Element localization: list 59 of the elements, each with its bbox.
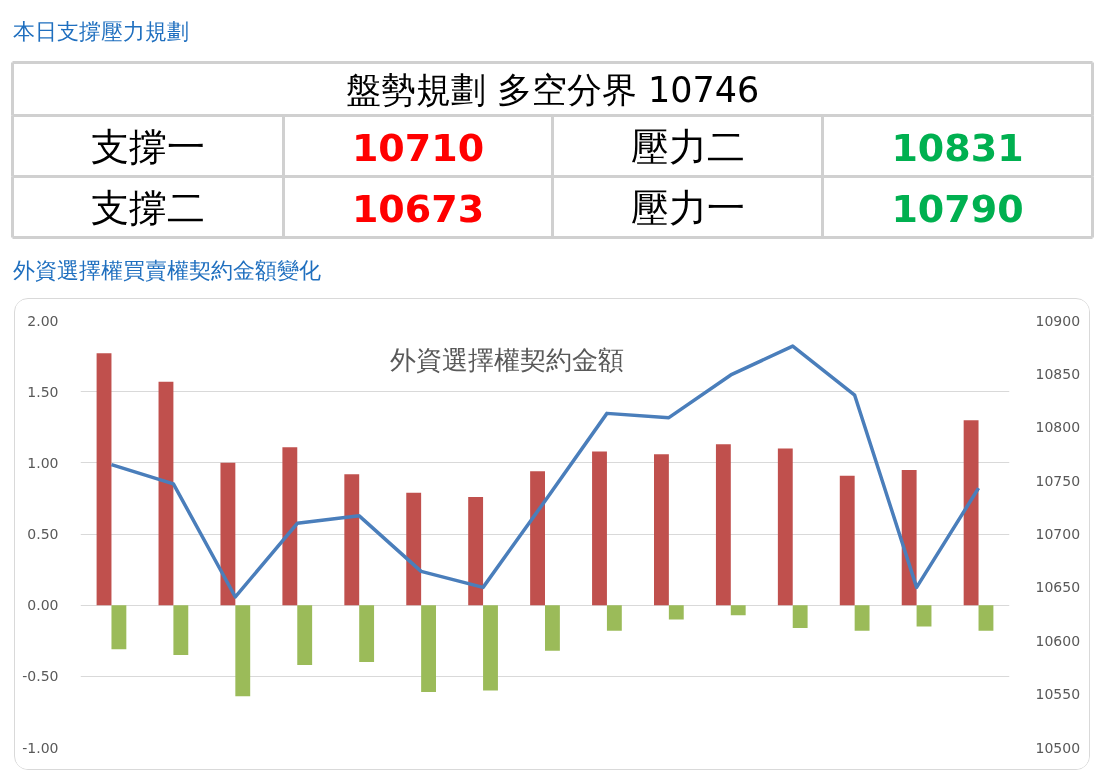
category-label: 支撐二 bbox=[91, 186, 205, 230]
y2-tick-label: 10600 bbox=[1035, 632, 1081, 649]
bar bbox=[839, 475, 855, 606]
bar bbox=[901, 469, 917, 606]
y-tick-label: 0.50 bbox=[27, 526, 59, 542]
bar bbox=[606, 605, 622, 631]
bar bbox=[592, 451, 607, 606]
text: 本日支撐壓力規劃 bbox=[12, 19, 189, 44]
bar bbox=[220, 462, 236, 606]
y-tick-label: 2.00 bbox=[27, 312, 59, 329]
y-tick-label: 0.00 bbox=[27, 597, 59, 614]
y2-tick-label: 10800 bbox=[1035, 419, 1081, 436]
y-tick-label: -0.50 bbox=[22, 668, 59, 685]
bar bbox=[344, 474, 360, 606]
bar bbox=[359, 605, 375, 663]
bar bbox=[96, 353, 112, 606]
bar bbox=[483, 605, 498, 691]
bar bbox=[406, 492, 422, 606]
y2-tick-label: 10850 bbox=[1035, 365, 1081, 382]
bar bbox=[545, 605, 560, 651]
category-label: 壓力一 bbox=[630, 186, 745, 230]
category-label: 壓力二 bbox=[630, 125, 745, 169]
y2-tick-label: 10700 bbox=[1035, 526, 1081, 542]
y-tick-label: -1.00 bbox=[22, 739, 59, 756]
bar bbox=[235, 605, 251, 697]
bar bbox=[297, 605, 313, 665]
text: 外資選擇權契約金額 bbox=[390, 344, 624, 375]
y2-tick-label: 10900 bbox=[1035, 312, 1081, 329]
bar bbox=[854, 605, 870, 631]
bar bbox=[530, 471, 545, 606]
text: 盤勢規劃 多空分界 10746 bbox=[345, 69, 760, 110]
chart-title: 外資選擇權買賣權契約金額變化 bbox=[12, 258, 321, 283]
bar bbox=[668, 605, 684, 620]
y-tick-label: 1.00 bbox=[27, 454, 59, 471]
bar bbox=[792, 605, 808, 628]
bar bbox=[916, 605, 932, 627]
bar bbox=[158, 381, 174, 606]
bar bbox=[173, 605, 189, 655]
category-label: 支撐一 bbox=[91, 125, 205, 169]
bar bbox=[963, 420, 979, 606]
bar bbox=[468, 496, 484, 606]
y2-tick-label: 10650 bbox=[1035, 579, 1081, 596]
bar bbox=[978, 605, 994, 631]
bar bbox=[111, 605, 127, 650]
y2-tick-label: 10550 bbox=[1035, 686, 1081, 703]
bar bbox=[282, 447, 298, 606]
line-series bbox=[109, 344, 981, 599]
data-label: 10673 bbox=[351, 186, 485, 231]
data-label: 10790 bbox=[891, 186, 1024, 231]
bar bbox=[421, 605, 436, 692]
bar bbox=[654, 454, 669, 606]
bar bbox=[730, 605, 746, 616]
data-label: 10710 bbox=[351, 125, 485, 170]
bar bbox=[777, 448, 793, 606]
y-tick-label: 1.50 bbox=[27, 383, 59, 400]
data-label: 10831 bbox=[891, 125, 1024, 170]
bar bbox=[715, 444, 731, 606]
y2-tick-label: 10750 bbox=[1035, 472, 1081, 489]
y2-tick-label: 10500 bbox=[1035, 739, 1081, 756]
